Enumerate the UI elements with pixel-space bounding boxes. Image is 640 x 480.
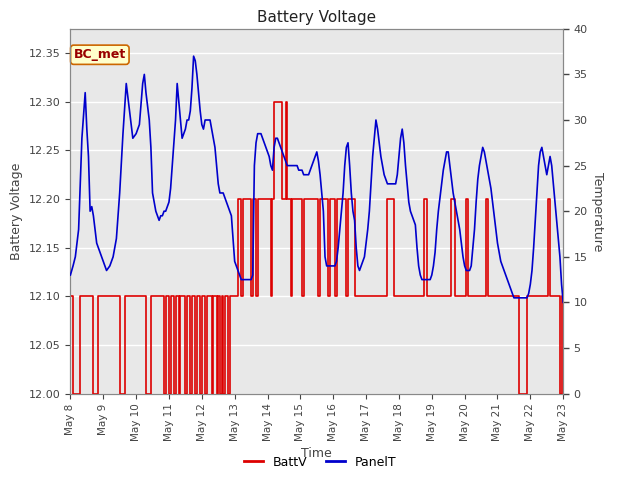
X-axis label: Time: Time xyxy=(301,447,332,460)
Legend: BattV, PanelT: BattV, PanelT xyxy=(239,451,401,474)
Title: Battery Voltage: Battery Voltage xyxy=(257,10,376,25)
Y-axis label: Temperature: Temperature xyxy=(591,171,604,251)
Text: BC_met: BC_met xyxy=(74,48,126,61)
Y-axis label: Battery Voltage: Battery Voltage xyxy=(10,163,23,260)
